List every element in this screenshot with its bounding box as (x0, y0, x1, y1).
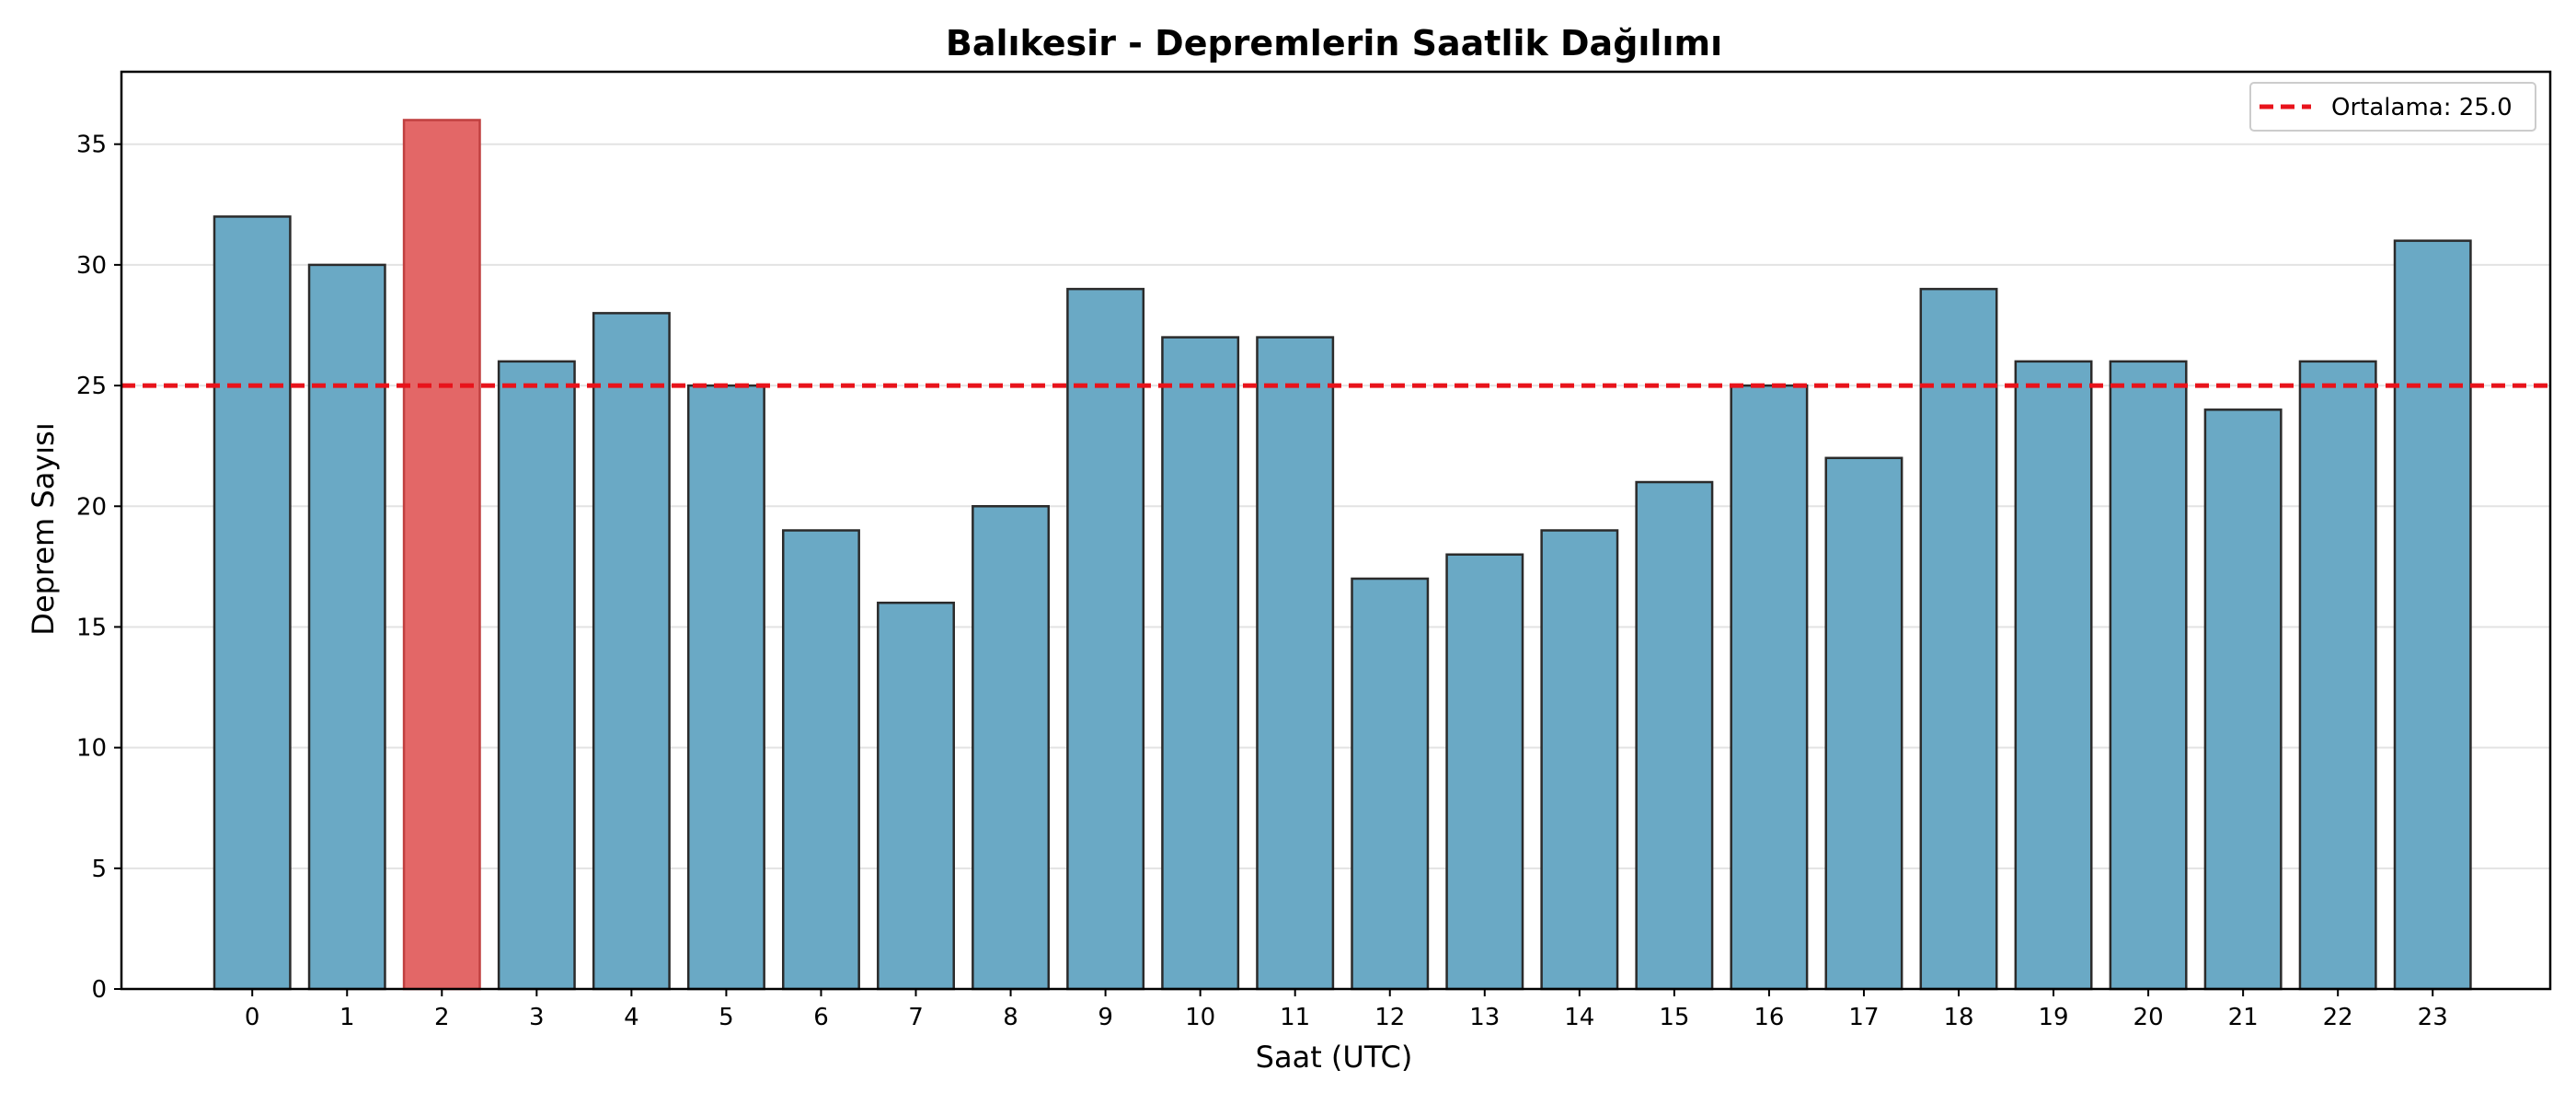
y-tick-label: 5 (91, 856, 107, 883)
bar-hour-16 (1730, 384, 1809, 991)
y-tick-label: 20 (76, 493, 107, 521)
legend-frame (2249, 82, 2536, 132)
y-axis-title: Deprem Sayısı (26, 422, 61, 635)
x-tick-label: 6 (813, 1004, 829, 1031)
x-tick-label: 19 (2039, 1004, 2069, 1031)
bar-hour-7 (877, 601, 955, 991)
x-tick-label: 18 (1943, 1004, 1973, 1031)
x-tick-label: 22 (2323, 1004, 2353, 1031)
bar-hour-3 (497, 360, 576, 991)
x-tick-label: 9 (1098, 1004, 1113, 1031)
chart-title: Balıkesir - Depremlerin Saatlik Dağılımı (946, 23, 1722, 63)
bar-hour-4 (592, 312, 671, 991)
x-tick-label: 16 (1754, 1004, 1784, 1031)
x-tick-label: 17 (1848, 1004, 1879, 1031)
x-tick-label: 14 (1564, 1004, 1594, 1031)
x-tick-label: 10 (1185, 1004, 1215, 1031)
bars (213, 119, 2472, 991)
bar-hour-21 (2203, 408, 2283, 991)
y-tick-label: 15 (76, 614, 107, 641)
x-tick-label: 15 (1659, 1004, 1689, 1031)
bar-hour-1 (307, 263, 386, 991)
bar-hour-11 (1256, 336, 1335, 991)
x-tick-label: 3 (529, 1004, 545, 1031)
x-tick-label: 8 (1003, 1004, 1018, 1031)
bar-hour-23 (2393, 239, 2472, 991)
axes (120, 70, 2552, 991)
bar-hour-20 (2109, 360, 2188, 991)
x-axis-title: Saat (UTC) (1256, 1040, 1413, 1075)
x-tick-label: 12 (1374, 1004, 1405, 1031)
plot-frame (120, 70, 2552, 991)
x-tick-label: 4 (624, 1004, 639, 1031)
x-tick-label: 23 (2418, 1004, 2448, 1031)
bar-hour-5 (686, 384, 765, 991)
bar-hour-0 (213, 215, 292, 991)
x-tick-label: 13 (1469, 1004, 1500, 1031)
bar-hour-19 (2014, 360, 2093, 991)
bar-hour-8 (972, 505, 1051, 991)
bar-hour-6 (782, 529, 860, 991)
x-tick-label: 0 (245, 1004, 260, 1031)
x-tick-label: 7 (908, 1004, 924, 1031)
bar-hour-13 (1445, 553, 1524, 991)
x-tick-label: 11 (1280, 1004, 1310, 1031)
bar-hour-22 (2298, 360, 2377, 991)
legend: Ortalama: 25.0 (2249, 82, 2536, 132)
bar-hour-9 (1066, 287, 1145, 991)
x-tick-label: 5 (719, 1004, 734, 1031)
bar-hour-12 (1351, 577, 1430, 991)
y-tick-label: 0 (91, 976, 107, 1004)
bar-hour-10 (1161, 336, 1240, 991)
bar-hour-18 (1919, 287, 1998, 991)
x-tick-label: 21 (2228, 1004, 2259, 1031)
bar-hour-15 (1635, 480, 1714, 991)
y-axis-ticks: 0 5 10 15 20 25 30 35 (76, 132, 121, 1004)
y-tick-label: 35 (76, 132, 107, 159)
bar-hour-2 (402, 119, 481, 991)
y-tick-label: 25 (76, 373, 107, 400)
legend-mean-label: Ortalama: 25.0 (2331, 94, 2513, 121)
x-tick-label: 20 (2133, 1004, 2164, 1031)
y-tick-label: 10 (76, 735, 107, 763)
y-tick-label: 30 (76, 252, 107, 280)
bar-hour-17 (1824, 456, 1903, 991)
bar-hour-14 (1540, 529, 1619, 991)
x-tick-label: 2 (434, 1004, 450, 1031)
x-axis-ticks: 0 1 2 3 4 5 6 7 8 9 10 11 12 13 14 15 16 17 18 19 20 21 22 23 (245, 989, 2448, 1031)
x-tick-label: 1 (339, 1004, 355, 1031)
